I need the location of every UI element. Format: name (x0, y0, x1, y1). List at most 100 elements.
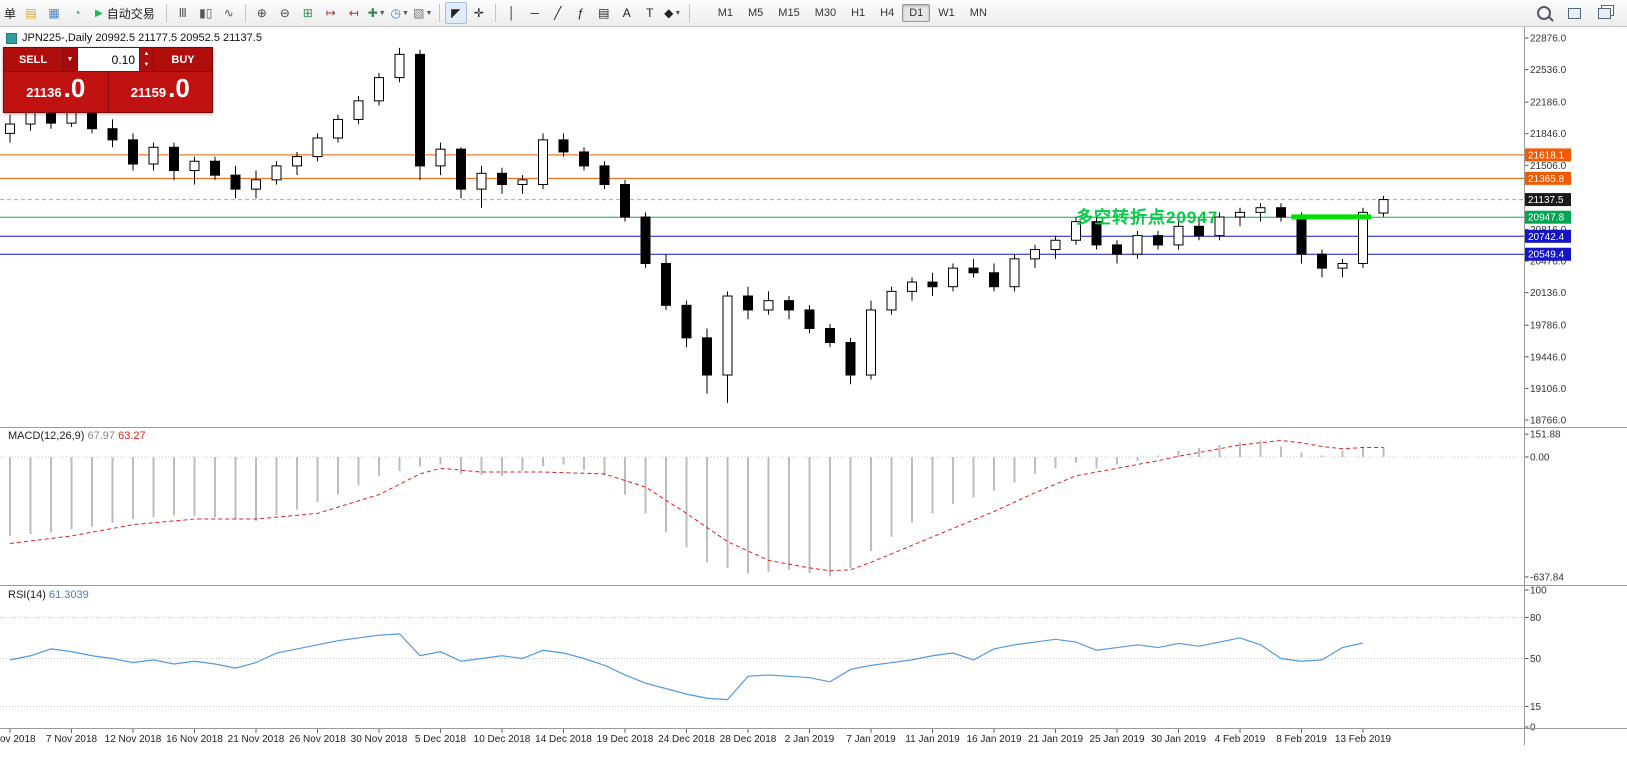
date-label: 24 Dec 2018 (658, 734, 715, 745)
chart-shift-icon[interactable]: ↦ (320, 2, 342, 24)
macd-histogram-bar (1157, 455, 1159, 457)
timeframe-m1[interactable]: M1 (717, 7, 734, 19)
templates-icon[interactable]: ▧ ▼ (412, 2, 434, 24)
macd-signal-value: 63.27 (118, 430, 146, 442)
refresh-icon[interactable]: ◔ (66, 2, 88, 24)
macd-axis-label: -637.84 (1530, 572, 1564, 583)
bar-chart-icon[interactable]: Ⅲ (172, 2, 194, 24)
candle-body (1276, 207, 1286, 218)
macd-histogram-bar (849, 457, 852, 568)
timeframe-m15[interactable]: M15 (778, 7, 800, 19)
auto-scroll-icon[interactable]: ↤ (343, 2, 365, 24)
dropdown-arrow-icon: ▼ (378, 9, 386, 17)
candle-body (722, 295, 733, 376)
candle-body (1337, 262, 1348, 269)
macd-histogram-bar (255, 457, 257, 521)
main-chart-panel (0, 47, 1525, 403)
candle-body (25, 111, 36, 125)
timeframe-w1[interactable]: W1 (938, 7, 955, 19)
rsi-line (9, 633, 1364, 701)
order-type-dropdown[interactable]: ▼ (62, 48, 78, 71)
sell-price[interactable]: 21136 .0 (4, 72, 109, 112)
macd-histogram-bar (275, 457, 278, 516)
autotrading-button[interactable]: ▶ 自动交易 (89, 3, 161, 23)
buy-button[interactable]: BUY (154, 48, 212, 71)
sell-button[interactable]: SELL (4, 48, 62, 71)
date-label: 10 Dec 2018 (474, 734, 531, 745)
axis-tick-label: 22536.0 (1530, 65, 1567, 76)
timeframe-d1[interactable]: D1 (902, 4, 931, 22)
cascade-windows-button[interactable] (1593, 2, 1615, 24)
date-label: 2 Jan 2019 (785, 734, 835, 745)
macd-histogram-bar (706, 457, 708, 563)
periods-icon[interactable]: ◷ ▼ (389, 2, 411, 24)
candle-body (1296, 216, 1307, 255)
candle-body (107, 128, 118, 141)
text-tool-icon[interactable]: A (616, 2, 638, 24)
macd-histogram-bar (70, 457, 73, 530)
toolbar: 单 ▤ ▦ ◔ ▶ 自动交易 Ⅲ ▮▯ ∿ ⊕ ⊖ ⊞ ↦ ↤ ✚ ▼ ◷ ▼ ▧ ▼ ◤ ✛ │ ─ ╱ ƒ ▤ A T ◆ ▼ M1 M5… (0, 0, 1627, 27)
candle-body (1255, 207, 1266, 213)
trade-panel-price-row: 21136 .0 21159 .0 (4, 72, 212, 112)
rsi-axis-label: 15 (1530, 702, 1542, 713)
volume-input[interactable]: 0.10 (78, 48, 139, 71)
tile-windows-icon[interactable]: ⊞ (297, 2, 319, 24)
date-axis[interactable]: 2 Nov 2018 7 Nov 2018 12 Nov 2018 16 Nov 20… (0, 728, 1392, 746)
fibonacci-icon: ƒ (577, 6, 585, 20)
indicators-icon[interactable]: ✚ ▼ (366, 2, 388, 24)
new-order-icon[interactable]: ▤ (20, 2, 42, 24)
price-axis[interactable]: 22876.022536.022186.021846.021506.020816… (1524, 34, 1572, 427)
macd-histogram-bar (337, 457, 339, 495)
macd-histogram-bar (562, 457, 565, 465)
label-tool-icon[interactable]: T (639, 2, 661, 24)
macd-name: MACD(12,26,9) (8, 430, 85, 442)
crosshair-icon[interactable]: ✛ (468, 2, 490, 24)
date-label: 21 Jan 2019 (1028, 734, 1083, 745)
candle-body (661, 262, 671, 306)
macd-main-value: 67.97 (87, 430, 116, 442)
candle-body (5, 123, 15, 134)
candle-body (333, 118, 343, 139)
shapes-icon: ◆ (664, 6, 674, 20)
price-label-badge (1525, 171, 1571, 185)
trendline-icon[interactable]: ╱ (547, 2, 569, 24)
timeframe-h1[interactable]: H1 (851, 7, 866, 19)
buy-price[interactable]: 21159 .0 (109, 72, 213, 112)
timeframe-m30[interactable]: M30 (814, 7, 837, 19)
new-chart-icon: ▦ (48, 6, 60, 20)
templates-icon: ▧ (413, 6, 425, 20)
grid-tool-icon[interactable]: ▤ (593, 2, 615, 24)
macd-histogram-bar (1116, 457, 1118, 465)
menu-partial[interactable]: 单 (4, 6, 17, 21)
timeframe-h4[interactable]: H4 (880, 7, 895, 19)
zoom-in-icon[interactable]: ⊕ (251, 2, 273, 24)
candle-body (866, 309, 876, 376)
volume-up-button[interactable]: ▲ (143, 50, 150, 57)
horizontal-line-icon[interactable]: ─ (524, 2, 546, 24)
volume-down-button[interactable]: ▼ (143, 62, 150, 69)
toolbar-separator (494, 4, 496, 22)
candle-chart-icon[interactable]: ▮▯ (195, 2, 217, 24)
timeframe-m5[interactable]: M5 (748, 7, 764, 19)
macd-histogram-bar (685, 457, 688, 548)
cursor-icon[interactable]: ◤ (444, 2, 467, 24)
line-chart-icon[interactable]: ∿ (218, 2, 240, 24)
vertical-line-icon[interactable]: │ (501, 2, 523, 24)
timeframe-mn[interactable]: MN (969, 7, 987, 19)
new-chart-icon[interactable]: ▦ (43, 2, 65, 24)
axis-tick-label: 20476.0 (1530, 257, 1567, 268)
horizontal-line-icon: ─ (530, 6, 539, 20)
search-button[interactable] (1533, 2, 1555, 24)
fibonacci-icon[interactable]: ƒ (570, 2, 592, 24)
macd-histogram-bar (357, 457, 360, 486)
macd-histogram-bar (296, 457, 298, 510)
rsi-axis-label: 50 (1530, 654, 1542, 665)
macd-histogram-bar (132, 457, 134, 520)
zoom-out-icon[interactable]: ⊖ (274, 2, 296, 24)
date-label: 5 Dec 2018 (415, 734, 467, 745)
macd-histogram-bar (9, 457, 11, 536)
new-window-button[interactable] (1563, 2, 1585, 24)
shapes-icon[interactable]: ◆ ▼ (662, 2, 684, 24)
candle-body (292, 156, 302, 167)
